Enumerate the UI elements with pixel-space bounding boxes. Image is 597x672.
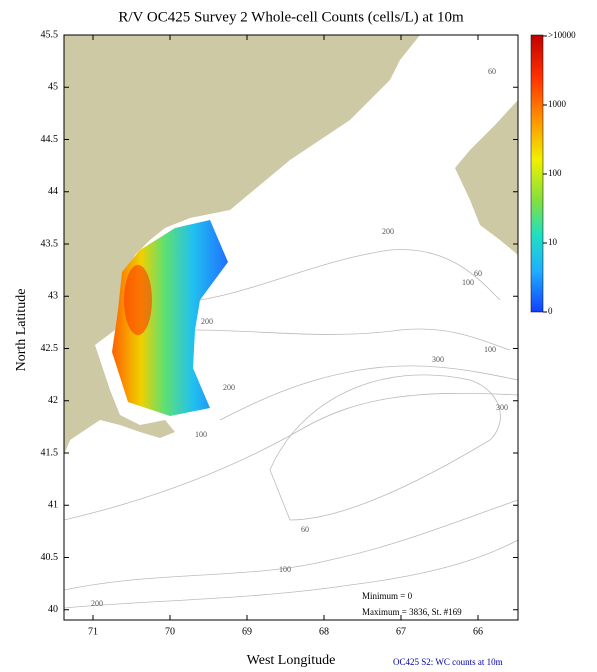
y-axis-label: North Latitude (14, 289, 29, 372)
y-tick-label: 41.5 (41, 447, 59, 458)
contour-label: 100 (195, 430, 207, 439)
contour-label: 200 (223, 383, 235, 392)
colorbar-label: 0 (548, 306, 553, 316)
x-axis-label: West Longitude (247, 653, 336, 668)
land-us (64, 35, 420, 455)
colorbar (530, 34, 544, 313)
contour (219, 365, 518, 421)
y-tick-label: 41 (48, 500, 58, 511)
contour-label: 300 (496, 403, 508, 412)
y-tick-label: 43.5 (41, 238, 59, 249)
y-tick-label: 42.5 (41, 343, 59, 354)
map-title: R/V OC425 Survey 2 Whole-cell Counts (ce… (118, 9, 464, 25)
y-tick-label: 40 (48, 604, 58, 615)
contour-label: 60 (301, 525, 309, 534)
contour-label: 200 (91, 599, 103, 608)
contour (64, 499, 518, 591)
x-tick-label: 68 (319, 626, 329, 637)
y-tick-label: 44.5 (41, 134, 59, 145)
contour-label: 200 (201, 317, 213, 326)
contour (64, 392, 518, 521)
map-layers (64, 35, 518, 609)
x-tick-label: 71 (88, 626, 98, 637)
contour-label: 100 (279, 565, 291, 574)
colorbar-label: 10 (548, 237, 558, 247)
y-tick-label: 43 (48, 291, 58, 302)
y-tick-label: 45.5 (41, 29, 59, 40)
contour-label: 100 (462, 278, 474, 287)
contour-label: 60 (488, 67, 496, 76)
contour-label: 300 (432, 355, 444, 364)
x-tick-label: 66 (473, 626, 483, 637)
colorbar-label: >10000 (548, 30, 576, 40)
y-tick-label: 42 (48, 395, 58, 406)
x-tick-label: 67 (396, 626, 406, 637)
contour (194, 328, 511, 351)
contour-label: 200 (382, 227, 394, 236)
colorbar-label: 1000 (548, 99, 567, 109)
contour (199, 249, 501, 301)
y-tick-label: 44 (48, 186, 58, 197)
colorbar-label: 100 (548, 168, 562, 178)
contour (269, 374, 501, 521)
maximum-note: Maximum = 3836, St. #169 (362, 607, 462, 617)
hotspot (124, 265, 152, 335)
plot-frame (63, 34, 519, 621)
x-tick-label: 70 (165, 626, 175, 637)
y-tick-label: 40.5 (41, 552, 59, 563)
contour-label: 60 (474, 269, 482, 278)
x-tick-label: 69 (242, 626, 252, 637)
contour (64, 539, 518, 609)
footer-note: OC425 S2: WC counts at 10m (393, 657, 503, 667)
land-nova-scotia (455, 100, 518, 255)
contour-label: 100 (484, 345, 496, 354)
y-tick-label: 45 (48, 82, 58, 93)
minimum-note: Minimum = 0 (362, 591, 413, 601)
